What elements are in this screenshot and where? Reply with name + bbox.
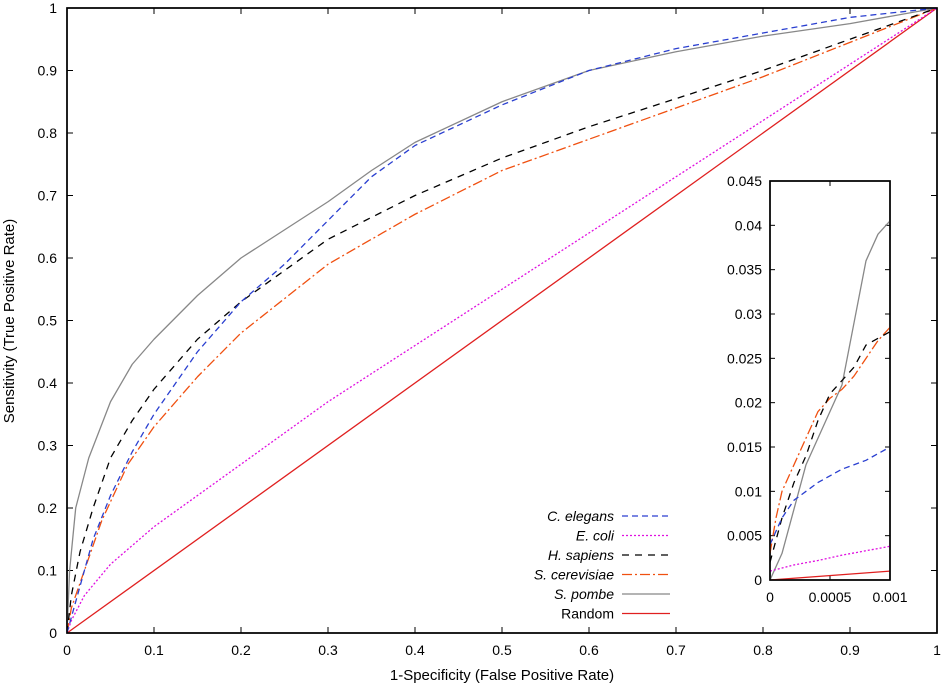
- inset-series-random: [770, 570, 890, 580]
- inset-y-tick-label: 0.02: [735, 395, 762, 411]
- main-series-random: [67, 8, 937, 633]
- inset-y-tick-label: 0.025: [727, 350, 762, 366]
- main-x-tick-label: 0.1: [144, 642, 164, 658]
- main-y-tick-label: 0.5: [38, 313, 58, 329]
- inset-y-tick-label: 0.045: [727, 173, 762, 189]
- main-y-tick-label: 0.8: [38, 125, 58, 141]
- inset-y-tick-label: 0.03: [735, 306, 762, 322]
- inset-y-tick-label: 0: [754, 572, 762, 588]
- main-x-tick-label: 0.7: [666, 642, 686, 658]
- legend-label-h-sapiens: H. sapiens: [548, 547, 614, 563]
- main-series-e-coli: [67, 8, 937, 633]
- inset-series-s-pombe: [770, 220, 890, 580]
- main-frame-border: [66, 7, 938, 634]
- main-x-tick-label: 0: [63, 642, 71, 658]
- main-y-tick-label: 0.2: [38, 500, 58, 516]
- inset-frame-border: [769, 180, 891, 581]
- legend-label-e-coli: E. coli: [576, 528, 615, 544]
- inset-y-tick-label: 0.035: [727, 262, 762, 278]
- inset-series-e-coli: [770, 545, 890, 572]
- inset-x-tick-label: 0: [766, 589, 774, 605]
- main-y-tick-label: 0.1: [38, 563, 58, 579]
- inset-y-tick-label: 0.04: [735, 217, 762, 233]
- main-x-tick-label: 0.8: [753, 642, 773, 658]
- inset-y-tick-label: 0.01: [735, 483, 762, 499]
- main-y-tick-label: 0.4: [38, 375, 58, 391]
- main-series-s-cerevisiae: [67, 8, 937, 633]
- main-series-c-elegans: [67, 8, 937, 633]
- legend-label-s-pombe: S. pombe: [554, 586, 614, 602]
- main-y-tick-label: 0: [49, 625, 57, 641]
- main-series-s-pombe: [67, 8, 937, 633]
- inset-frame: [769, 180, 891, 581]
- legend-label-s-cerevisiae: S. cerevisiae: [534, 567, 614, 583]
- main-x-tick-label: 1: [933, 642, 941, 658]
- inset-series-c-elegans: [770, 446, 890, 545]
- main-x-tick-label: 0.3: [318, 642, 338, 658]
- main-x-tick-label: 0.9: [840, 642, 860, 658]
- main-y-tick-label: 0.9: [38, 63, 58, 79]
- inset-x-tick-label: 0.001: [872, 589, 907, 605]
- legend-label-random: Random: [561, 606, 614, 622]
- main-x-tick-label: 0.4: [405, 642, 425, 658]
- inset-y-tick-label: 0.015: [727, 439, 762, 455]
- main-x-tick-label: 0.6: [579, 642, 599, 658]
- inset-series-h-sapiens: [770, 331, 890, 563]
- inset-y-tick-label: 0.005: [727, 528, 762, 544]
- legend: C. elegans E. coli H. sapiens S. cerevisiae…: [534, 508, 670, 622]
- main-x-tick-label: 0.5: [492, 642, 512, 658]
- main-y-tick-label: 0.6: [38, 250, 58, 266]
- legend-label-c-elegans: C. elegans: [547, 508, 614, 524]
- main-x-tick-label: 0.2: [231, 642, 251, 658]
- inset-plot: 0 0.0005 0.001 0 0.005 0.01 0.015 0.02 0.025 0.03…: [727, 173, 908, 605]
- inset-x-tick-label: 0.0005: [809, 589, 852, 605]
- main-y-tick-label: 1: [49, 0, 57, 16]
- y-axis-label: Sensitivity (True Positive Rate): [1, 219, 18, 424]
- main-y-tick-label: 0.7: [38, 188, 58, 204]
- main-y-tick-label: 0.3: [38, 438, 58, 454]
- main-series-h-sapiens: [67, 8, 937, 633]
- inset-series-s-cerevisiae: [770, 326, 890, 554]
- x-axis-label: 1-Specificity (False Positive Rate): [390, 667, 614, 684]
